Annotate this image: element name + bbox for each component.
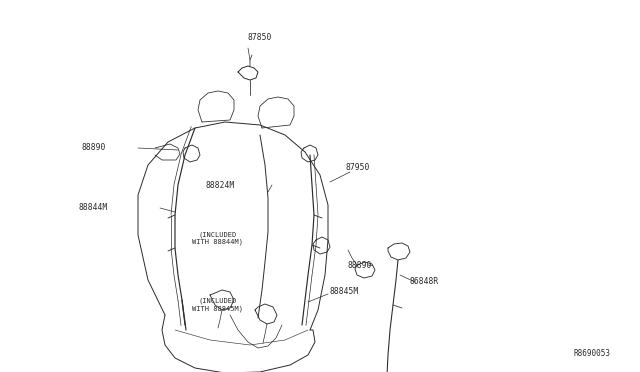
Text: (INCLUDED
WITH 88845M): (INCLUDED WITH 88845M) <box>193 298 243 312</box>
Text: 87950: 87950 <box>345 164 369 173</box>
Text: 86848R: 86848R <box>410 278 439 286</box>
Text: (INCLUDED
WITH 88844M): (INCLUDED WITH 88844M) <box>193 231 243 245</box>
Text: 88844M: 88844M <box>79 203 108 212</box>
Text: 88845M: 88845M <box>330 288 359 296</box>
Text: 88890: 88890 <box>82 144 106 153</box>
Text: 87850: 87850 <box>248 33 273 42</box>
Text: 88824M: 88824M <box>205 180 235 189</box>
Text: R8690053: R8690053 <box>573 349 610 358</box>
Text: 88890: 88890 <box>348 260 372 269</box>
